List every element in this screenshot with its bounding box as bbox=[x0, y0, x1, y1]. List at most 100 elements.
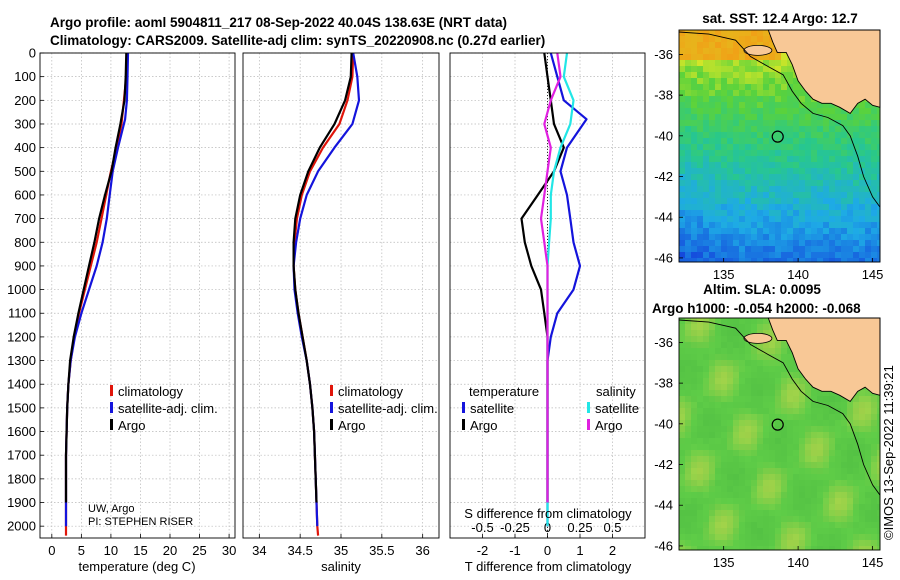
heatmap-cell bbox=[847, 210, 854, 217]
heatmap-cell bbox=[685, 372, 692, 379]
heatmap-cell bbox=[805, 414, 812, 421]
heatmap-cell bbox=[751, 234, 758, 241]
heatmap-cell bbox=[769, 246, 776, 253]
heatmap-cell bbox=[859, 258, 866, 263]
heatmap-cell bbox=[739, 84, 746, 91]
heatmap-cell bbox=[703, 174, 710, 181]
heatmap-cell bbox=[763, 120, 770, 127]
heatmap-cell bbox=[709, 186, 716, 193]
heatmap-cell bbox=[739, 420, 746, 427]
heatmap-cell bbox=[781, 408, 788, 415]
heatmap-cell bbox=[805, 444, 812, 451]
heatmap-cell bbox=[847, 516, 854, 523]
heatmap-cell bbox=[745, 378, 752, 385]
heatmap-cell bbox=[715, 330, 722, 337]
heatmap-cell bbox=[769, 378, 776, 385]
heatmap-cell bbox=[859, 222, 866, 229]
heatmap-cell bbox=[709, 486, 716, 493]
heatmap-cell bbox=[691, 108, 698, 115]
heatmap-cell bbox=[679, 438, 686, 445]
heatmap-cell bbox=[751, 432, 758, 439]
heatmap-cell bbox=[697, 180, 704, 187]
heatmap-cell bbox=[829, 120, 836, 127]
heatmap-cell bbox=[691, 198, 698, 205]
heatmap-cell bbox=[685, 30, 692, 37]
heatmap-cell bbox=[829, 462, 836, 469]
heatmap-cell bbox=[805, 204, 812, 211]
heatmap-cell bbox=[793, 102, 800, 109]
heatmap-cell bbox=[853, 132, 860, 139]
heatmap-cell bbox=[823, 546, 830, 551]
heatmap-cell bbox=[847, 534, 854, 541]
heatmap-cell bbox=[709, 456, 716, 463]
heatmap-cell bbox=[853, 204, 860, 211]
heatmap-cell bbox=[829, 420, 836, 427]
heatmap-cell bbox=[733, 360, 740, 367]
heatmap-cell bbox=[769, 96, 776, 103]
heatmap-cell bbox=[781, 540, 788, 547]
heatmap-cell bbox=[769, 336, 776, 343]
heatmap-cell bbox=[733, 438, 740, 445]
heatmap-cell bbox=[799, 258, 806, 263]
heatmap-cell bbox=[835, 432, 842, 439]
heatmap-cell bbox=[763, 228, 770, 235]
heatmap-cell bbox=[859, 498, 866, 505]
heatmap-cell bbox=[799, 252, 806, 259]
heatmap-cell bbox=[865, 474, 872, 481]
heatmap-cell bbox=[841, 528, 848, 535]
heatmap-cell bbox=[739, 54, 746, 61]
heatmap-cell bbox=[871, 186, 878, 193]
heatmap-cell bbox=[715, 66, 722, 73]
heatmap-cell bbox=[829, 528, 836, 535]
heatmap-cell bbox=[781, 120, 788, 127]
s-tick-label: -0.25 bbox=[500, 520, 530, 535]
heatmap-cell bbox=[775, 258, 782, 263]
heatmap-cell bbox=[775, 432, 782, 439]
heatmap-cell bbox=[775, 540, 782, 547]
heatmap-cell bbox=[751, 210, 758, 217]
heatmap-cell bbox=[841, 168, 848, 175]
heatmap-cell bbox=[835, 174, 842, 181]
heatmap-cell bbox=[757, 486, 764, 493]
heatmap-cell bbox=[847, 468, 854, 475]
heatmap-cell bbox=[757, 150, 764, 157]
heatmap-cell bbox=[703, 120, 710, 127]
heatmap-cell bbox=[733, 318, 740, 325]
heatmap-cell bbox=[859, 528, 866, 535]
heatmap-cell bbox=[679, 462, 686, 469]
heatmap-cell bbox=[877, 180, 881, 187]
heatmap-cell bbox=[697, 468, 704, 475]
heatmap-cell bbox=[847, 414, 854, 421]
heatmap-cell bbox=[715, 174, 722, 181]
heatmap-cell bbox=[697, 510, 704, 517]
heatmap-cell bbox=[799, 174, 806, 181]
heatmap-cell bbox=[733, 186, 740, 193]
heatmap-cell bbox=[685, 318, 692, 325]
heatmap-cell bbox=[709, 108, 716, 115]
heatmap-cell bbox=[847, 462, 854, 469]
heatmap-cell bbox=[727, 132, 734, 139]
heatmap-cell bbox=[781, 480, 788, 487]
heatmap-cell bbox=[859, 252, 866, 259]
heatmap-cell bbox=[691, 66, 698, 73]
heatmap-cell bbox=[715, 42, 722, 49]
heatmap-cell bbox=[721, 234, 728, 241]
heatmap-cell bbox=[799, 468, 806, 475]
heatmap-cell bbox=[853, 108, 860, 115]
heatmap-cell bbox=[787, 234, 794, 241]
heatmap-cell bbox=[865, 420, 872, 427]
heatmap-cell bbox=[751, 522, 758, 529]
heatmap-cell bbox=[697, 234, 704, 241]
heatmap-cell bbox=[703, 546, 710, 551]
heatmap-cell bbox=[781, 510, 788, 517]
heatmap-cell bbox=[679, 144, 686, 151]
heatmap-cell bbox=[685, 420, 692, 427]
land-polygon bbox=[767, 29, 881, 114]
heatmap-cell bbox=[769, 126, 776, 133]
plot-frame bbox=[449, 52, 646, 539]
map-frame bbox=[678, 317, 881, 551]
heatmap-cell bbox=[835, 234, 842, 241]
heatmap-cell bbox=[697, 408, 704, 415]
heatmap-cell bbox=[799, 486, 806, 493]
